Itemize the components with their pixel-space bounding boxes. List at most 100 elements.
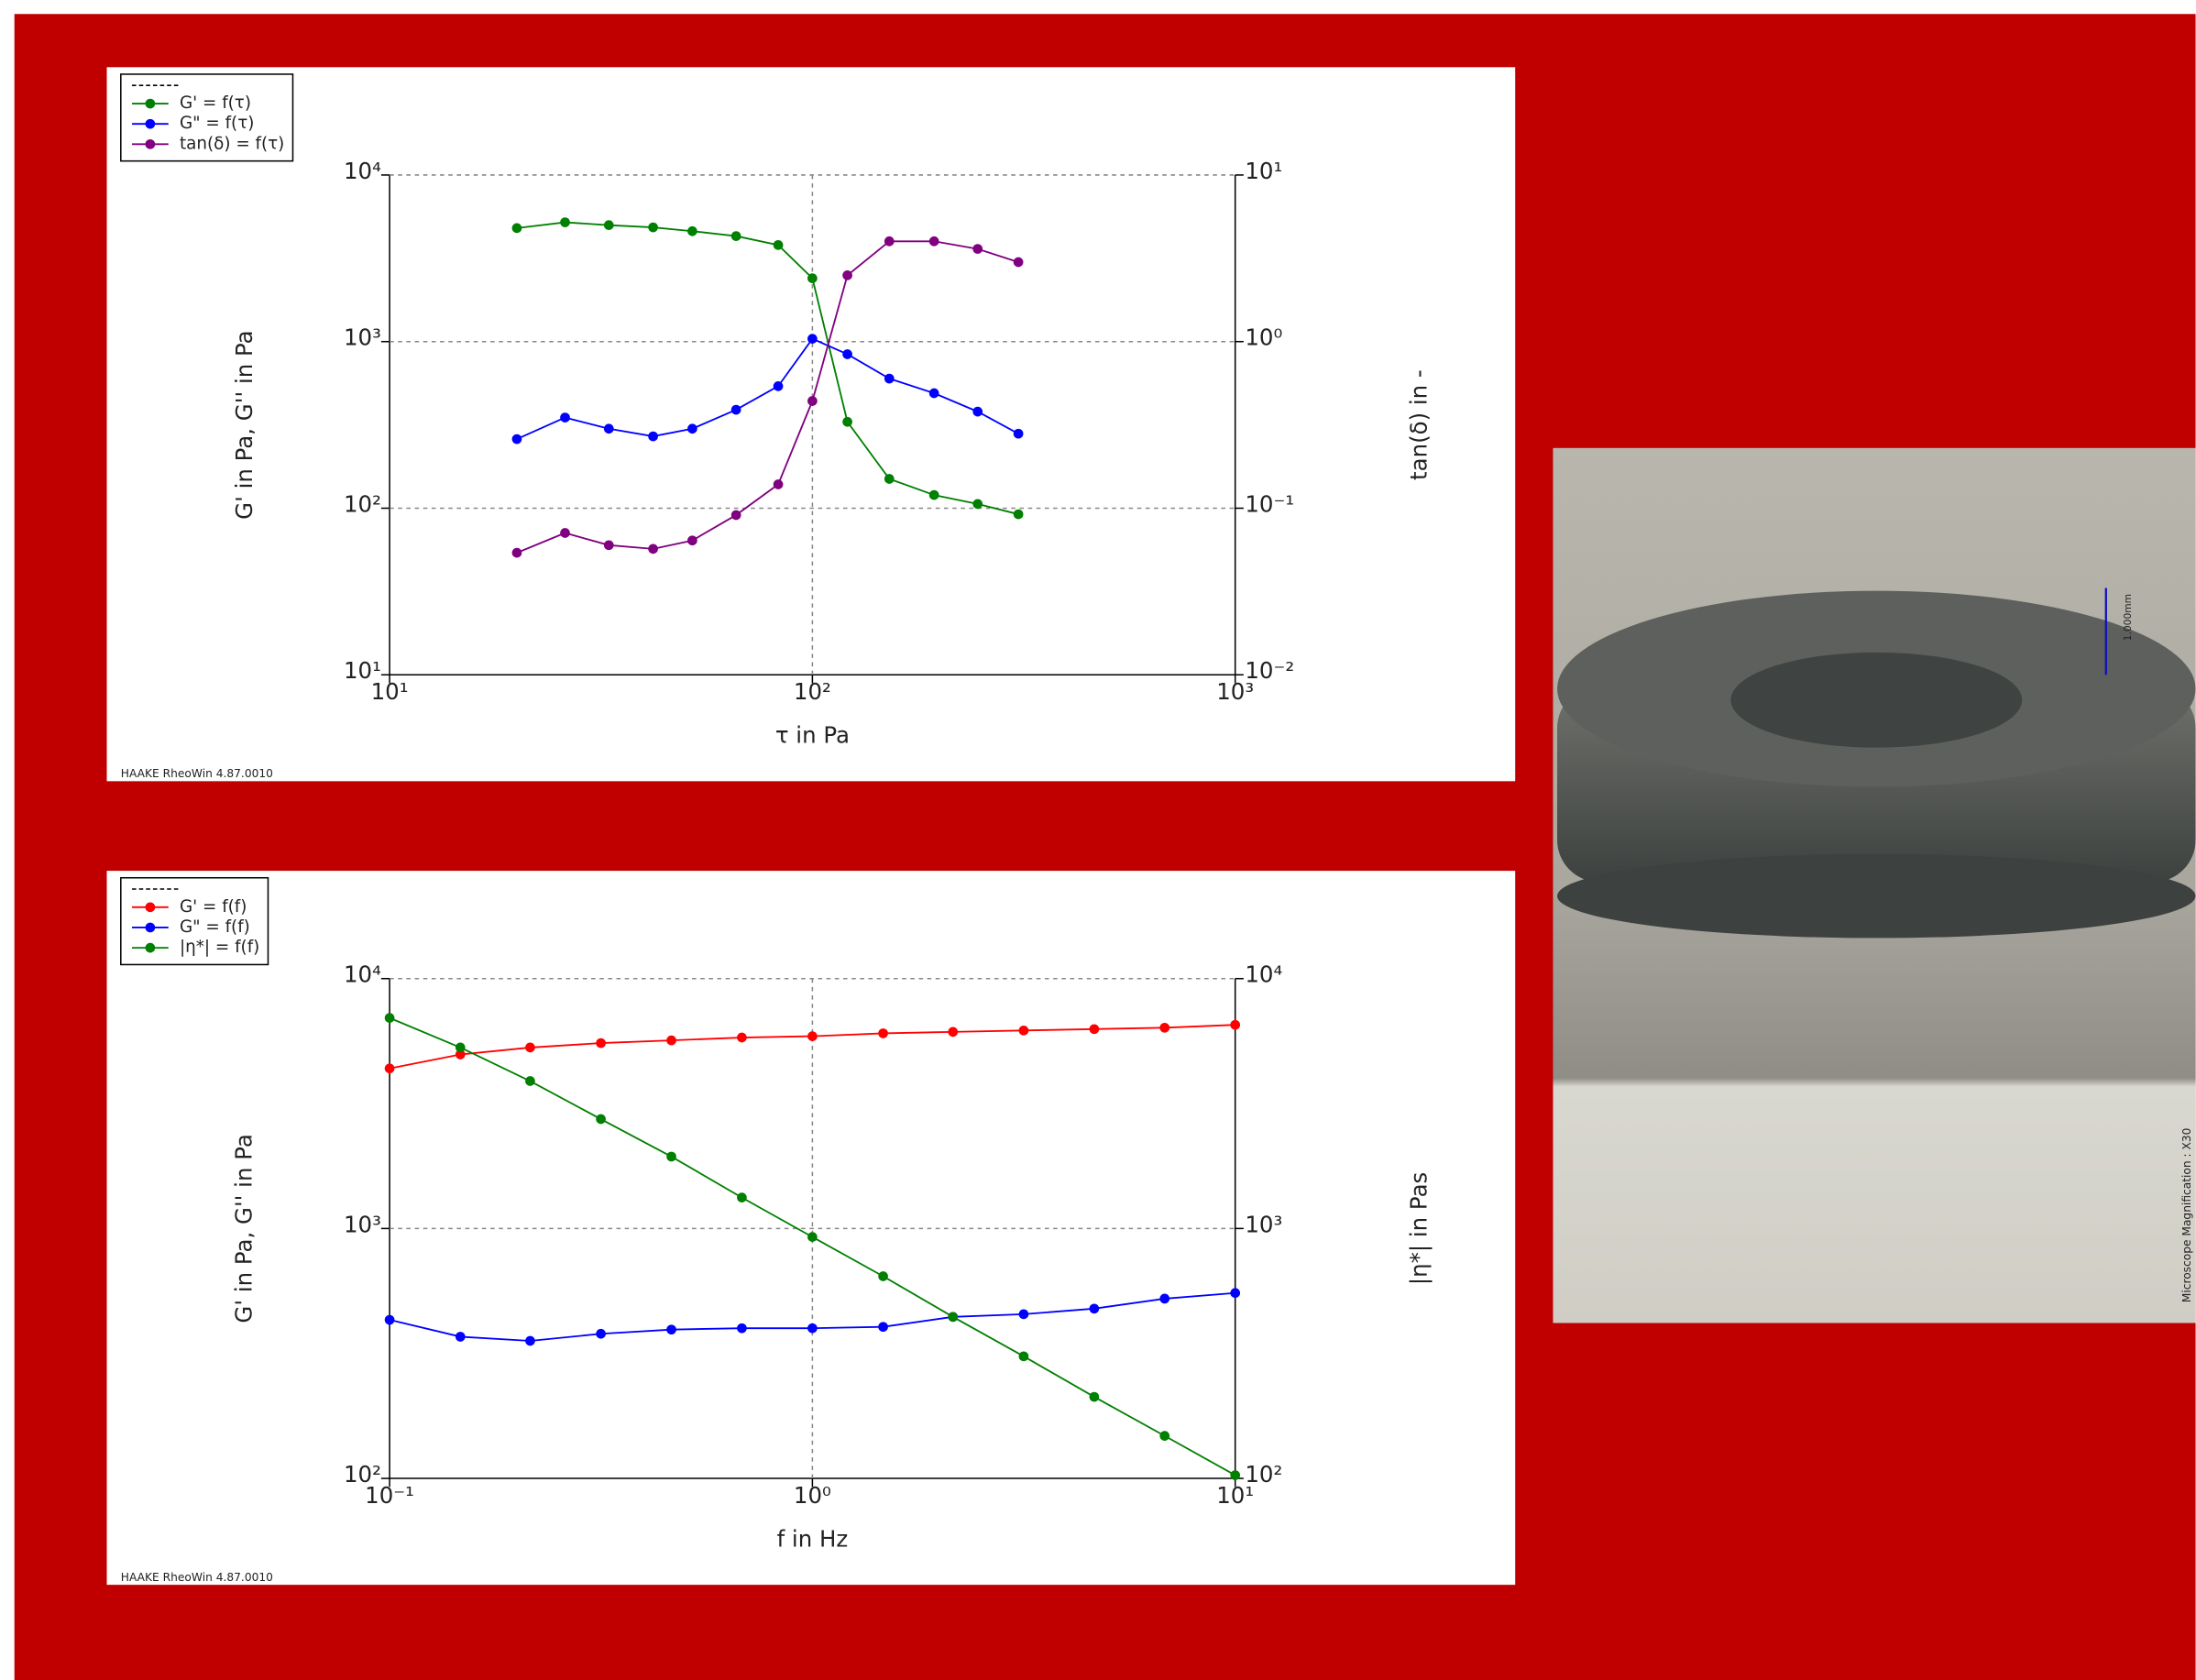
data-point [774,479,784,489]
data-point [385,1013,395,1023]
y2-tick-label: 10² [1245,1461,1282,1488]
data-point [972,407,983,417]
y-tick-label: 10² [344,1461,381,1488]
y2-axis-label: tan(δ) in - [1405,369,1432,480]
data-point [1019,1351,1029,1361]
data-point [807,1232,818,1242]
data-point [737,1033,747,1043]
y2-tick-label: 10⁻² [1245,657,1294,684]
data-point [884,374,895,384]
data-point [596,1115,606,1125]
data-point [1230,1288,1240,1298]
legend-label: G" = f(f) [180,917,250,937]
data-point [512,224,522,234]
data-point [1019,1026,1029,1036]
legend-marker [146,923,156,933]
data-point [385,1315,395,1325]
data-point [737,1192,747,1202]
page: {"chart_data": [ {"type": "line", "x_lab… [0,0,2196,1680]
data-point [604,220,614,230]
y2-tick-label: 10³ [1245,1211,1282,1237]
data-point [1090,1392,1100,1402]
data-point [560,217,570,227]
data-point [1230,1470,1240,1480]
data-point [731,405,741,415]
data-point [525,1336,535,1346]
data-point [560,412,570,423]
legend-marker [146,902,156,912]
x-tick-label: 10² [794,678,831,705]
x-tick-label: 10⁰ [794,1482,831,1509]
data-point [1159,1294,1169,1304]
data-point [807,273,818,283]
data-point [666,1036,676,1046]
data-point [842,270,852,280]
data-point [731,231,741,241]
legend-label: |η*| = f(f) [180,938,259,957]
data-point [1159,1023,1169,1033]
y-axis-label: G' in Pa, G'' in Pa [231,330,258,519]
y-tick-label: 10¹ [344,657,381,684]
legend-marker [146,943,156,953]
data-point [731,511,741,521]
data-point [1014,258,1024,268]
data-point [807,1323,818,1334]
y-tick-label: 10³ [344,324,381,351]
data-point [884,474,895,484]
x-axis-label: f in Hz [777,1525,849,1552]
data-point [878,1271,888,1281]
data-point [666,1152,676,1162]
data-point [1014,429,1024,439]
body: 1.000mm Microscope Magnification : X30 1… [0,0,2196,1680]
data-point [1159,1431,1169,1441]
data-point [948,1312,958,1322]
scale-label: 1.000mm [2122,594,2134,641]
data-point [972,500,983,510]
data-point [878,1322,888,1332]
data-point [596,1038,606,1049]
y-tick-label: 10⁴ [344,158,381,184]
sample-recess [1730,653,2022,748]
data-point [525,1076,535,1086]
data-point [1230,1020,1240,1030]
data-point [604,423,614,434]
data-point [929,236,939,247]
legend-label: G' = f(f) [180,897,247,917]
y-tick-label: 10⁴ [344,961,381,988]
data-point [972,244,983,254]
data-point [1019,1310,1029,1320]
y-axis-label: G' in Pa, G'' in Pa [231,1134,258,1323]
chart-panel [107,67,1516,781]
y2-axis-label: |η*| in Pas [1405,1172,1432,1285]
data-point [648,432,658,442]
data-point [807,334,818,344]
data-point [456,1043,466,1053]
y2-tick-label: 10⁴ [1245,961,1282,988]
data-point [525,1043,535,1053]
data-point [456,1332,466,1342]
data-point [385,1063,395,1073]
data-point [512,548,522,558]
data-point [687,226,697,236]
data-point [596,1329,606,1339]
data-point [807,396,818,406]
y-tick-label: 10³ [344,1211,381,1237]
legend-marker [146,99,156,109]
data-point [842,349,852,359]
legend-label: G' = f(τ) [180,93,251,113]
data-point [666,1324,676,1334]
data-point [929,389,939,399]
legend-label: G" = f(τ) [180,114,254,133]
data-point [929,490,939,500]
data-point [774,240,784,250]
screen: 1.000mm Microscope Magnification : X30 1… [0,0,2196,1680]
data-point [648,544,658,555]
data-point [687,423,697,434]
data-point [842,417,852,427]
data-point [774,381,784,391]
data-point [1014,510,1024,520]
y2-tick-label: 10⁰ [1245,324,1282,351]
y2-tick-label: 10⁻¹ [1245,490,1294,517]
data-point [560,528,570,538]
photo-caption: Microscope Magnification : X30 [2180,1128,2193,1303]
